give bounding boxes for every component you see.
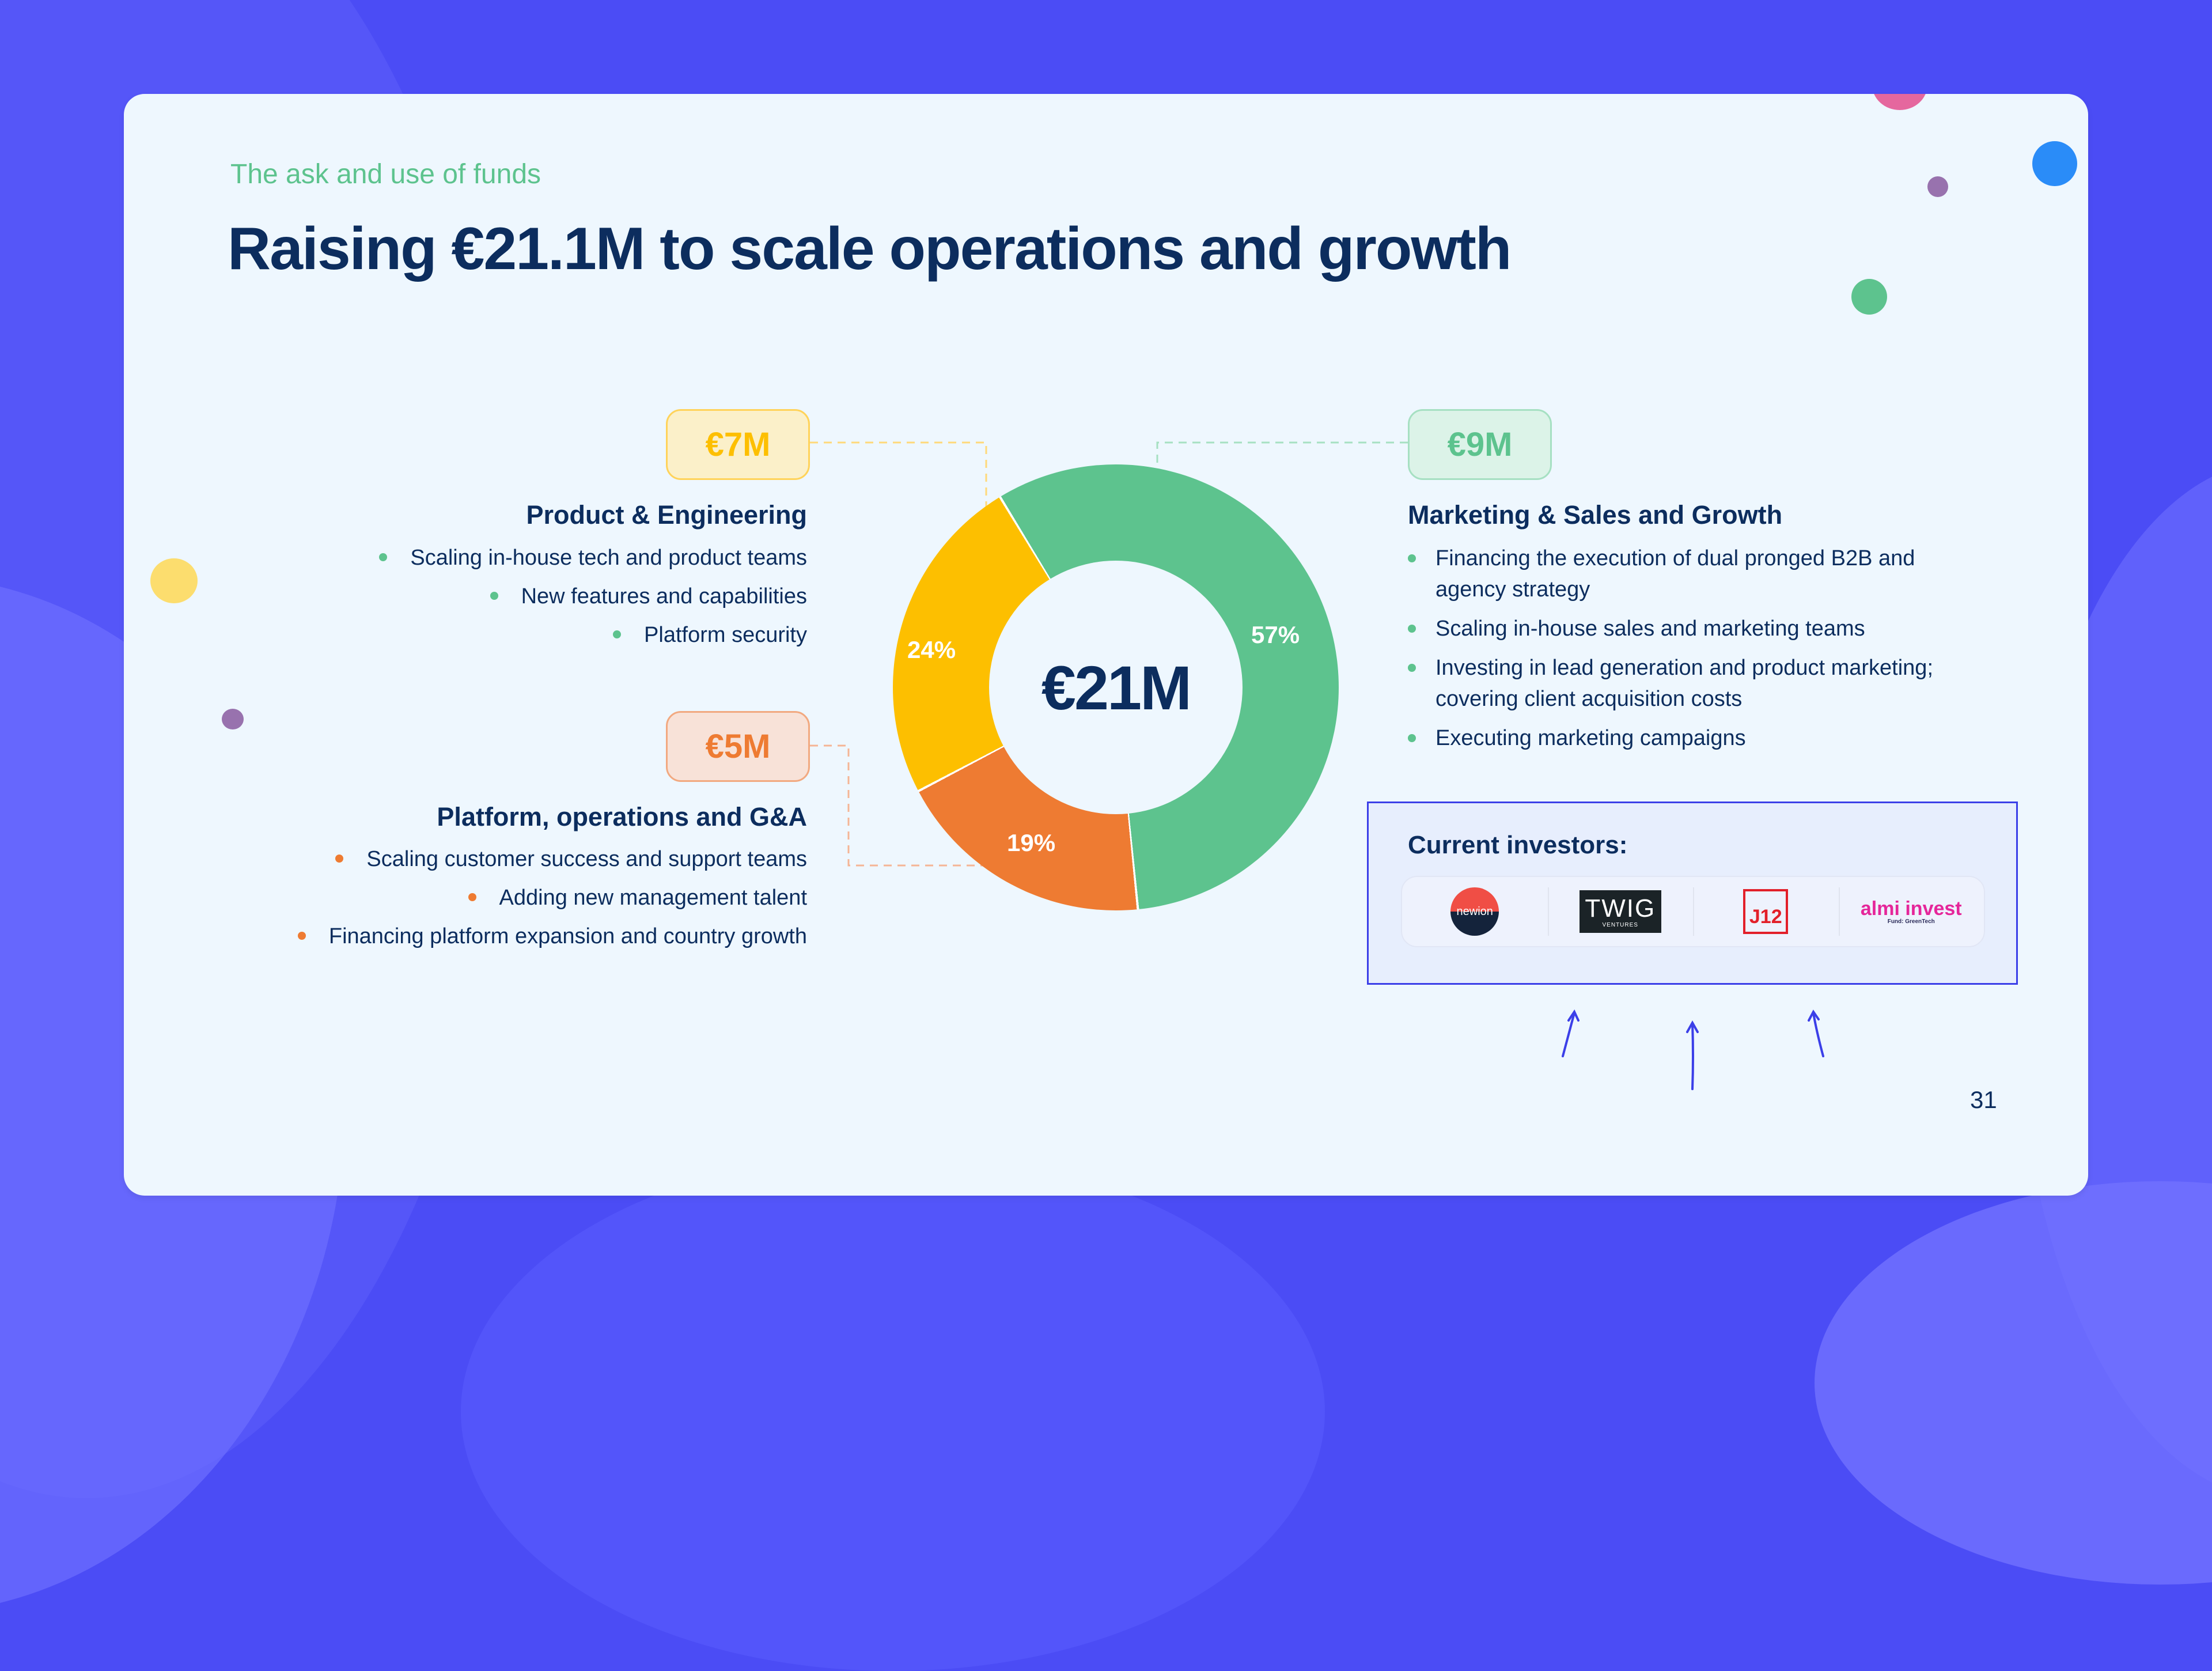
amount-tag-product-engineering: €7M [666,409,810,480]
section-title-product-engineering: Product & Engineering [526,500,807,530]
bullet-dot-icon [335,854,344,863]
investor-logo-almi: almi invest Fund: GreenTech [1838,877,1984,946]
list-item: Executing marketing campaigns [1408,723,1949,754]
connector-lines [810,441,1408,867]
decor-dot-blue [2032,141,2077,186]
pct-label-product: 24% [907,636,956,663]
bullet-dot-icon [379,553,388,561]
pct-label-platform: 19% [1007,829,1056,856]
current-investors-panel: Current investors: newion TWIG VENTURES … [1367,802,2018,985]
slide-card: The ask and use of funds Raising €21.1M … [124,94,2088,1196]
page-title: Raising €21.1M to scale operations and g… [228,216,1512,282]
section-title-platform-operations: Platform, operations and G&A [437,802,807,831]
decor-dot-green [1851,279,1887,315]
bullet-dot-icon [1408,625,1416,633]
arrow-up-icon [1808,1010,1824,1057]
amount-tag-marketing-sales: €9M [1408,409,1552,480]
list-item: Scaling in-house sales and marketing tea… [1408,613,1949,644]
amount-tag-platform-operations: €5M [666,711,810,782]
bullet-list-marketing-sales: Financing the execution of dual pronged … [1408,543,1949,762]
arrow-up-icon [1686,1020,1699,1090]
bullet-dot-icon [613,630,622,638]
investor-logo-newion: newion [1402,877,1548,946]
bullet-dot-icon [1408,664,1416,672]
list-item: Scaling in-house tech and product teams [379,539,807,577]
decor-dot-yellow [150,558,198,603]
bullet-dot-icon [490,591,498,600]
decor-dot-purple [222,709,244,729]
decor-dot-purple [1927,176,1948,197]
arrow-up-icon [1562,1009,1580,1057]
background-wave [461,1152,1325,1671]
pct-label-marketing: 57% [1251,621,1300,648]
bullet-dot-icon [297,931,306,940]
investor-logo-twig: TWIG VENTURES [1547,877,1694,946]
list-item: Investing in lead generation and product… [1408,652,1949,714]
investor-logo-strip: newion TWIG VENTURES J12 almi invest Fun… [1401,876,1985,947]
newion-logo-icon: newion [1450,887,1499,936]
section-title-marketing-sales: Marketing & Sales and Growth [1408,500,1783,530]
list-item: Financing platform expansion and country… [297,917,807,956]
bullet-dot-icon [1408,734,1416,742]
donut-center: €21M [989,561,1243,814]
list-item: Adding new management talent [298,879,807,917]
page-number: 31 [1970,1086,1997,1113]
list-item: New features and capabilities [379,577,807,616]
bullet-list-platform-operations: Scaling customer success and support tea… [297,840,807,956]
investors-title: Current investors: [1408,831,1628,859]
list-item: Scaling customer success and support tea… [298,840,807,879]
list-item: Platform security [379,616,807,655]
donut-total-label: €21M [1041,652,1192,723]
eyebrow-label: The ask and use of funds [230,159,541,190]
investor-logo-j12: J12 [1693,877,1839,946]
annotation-arrows [1562,1009,1824,1090]
use-of-funds-donut-chart: €21M 57% 24% 19% [893,464,1339,910]
bullet-dot-icon [1408,554,1416,562]
list-item: Financing the execution of dual pronged … [1408,543,1949,605]
background-wave [1815,1181,2212,1585]
j12-logo-icon: J12 [1743,889,1789,934]
bullet-list-product-engineering: Scaling in-house tech and product teams … [379,539,807,655]
bullet-dot-icon [468,893,476,901]
twig-ventures-logo-icon: TWIG VENTURES [1579,890,1661,933]
almi-invest-logo-icon: almi invest Fund: GreenTech [1860,897,1962,925]
